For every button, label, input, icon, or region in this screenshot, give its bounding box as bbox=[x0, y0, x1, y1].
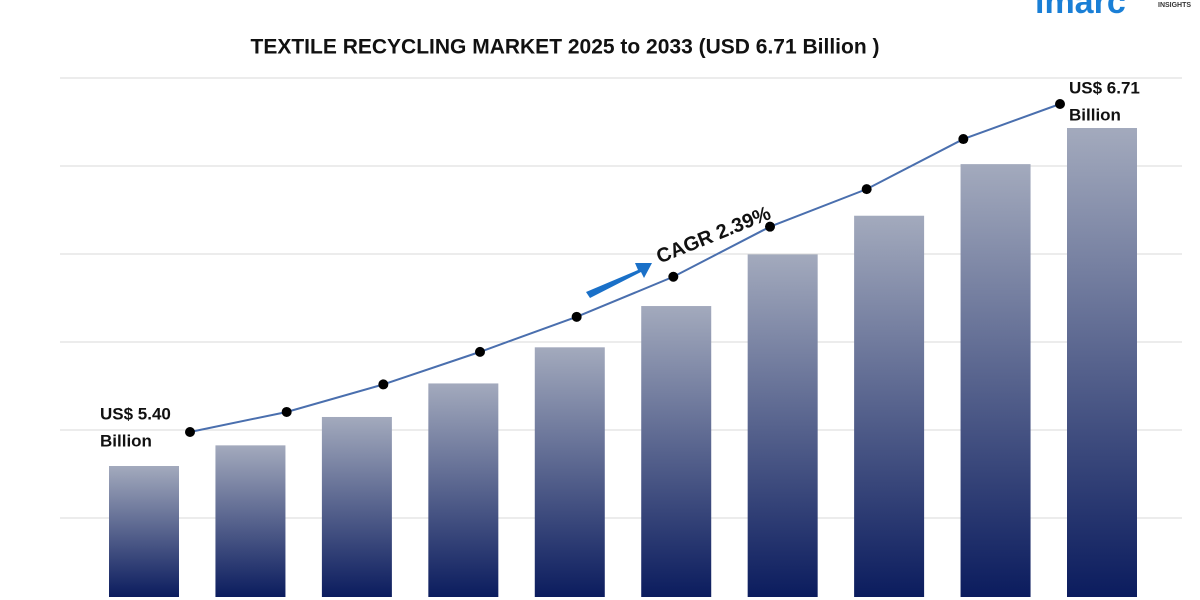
bars bbox=[109, 128, 1137, 597]
bar bbox=[428, 383, 499, 597]
trend-point bbox=[281, 406, 292, 417]
bar bbox=[1067, 128, 1137, 597]
cagr-arrow bbox=[586, 263, 652, 298]
trend-point bbox=[378, 379, 389, 390]
bar bbox=[215, 445, 286, 597]
trend bbox=[185, 99, 1065, 437]
bar bbox=[109, 466, 179, 597]
chart-title: TEXTILE RECYCLING MARKET 2025 to 2033 (U… bbox=[251, 36, 880, 59]
logo-tagline: INSIGHTS bbox=[1158, 2, 1191, 9]
logo: imarc bbox=[1035, 0, 1126, 21]
end-label: Billion bbox=[1069, 105, 1121, 124]
bar bbox=[321, 416, 392, 597]
bar bbox=[534, 347, 605, 597]
trend-point bbox=[958, 134, 969, 145]
trend-point bbox=[185, 427, 195, 437]
trend-point bbox=[1055, 99, 1065, 109]
bar bbox=[854, 215, 925, 597]
start-label: Billion bbox=[100, 431, 152, 450]
bar bbox=[641, 306, 712, 597]
start-label: US$ 5.40 bbox=[100, 404, 171, 423]
trend-point bbox=[765, 221, 775, 232]
trend-line bbox=[189, 103, 1061, 433]
trend-point bbox=[571, 311, 582, 322]
bar bbox=[747, 254, 818, 597]
trend-point bbox=[861, 184, 872, 195]
bar bbox=[960, 164, 1031, 597]
trend-point bbox=[475, 346, 485, 357]
trend-point bbox=[668, 271, 679, 282]
end-label: US$ 6.71 bbox=[1069, 78, 1140, 97]
